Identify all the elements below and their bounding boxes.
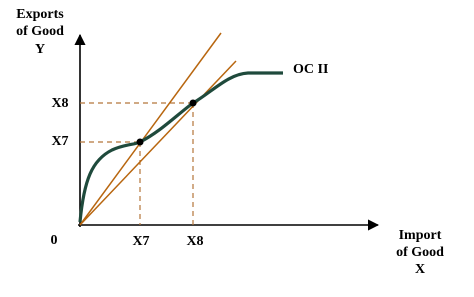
guide-lines [80,102,194,225]
x-tick-label: X7 [132,234,149,249]
x-tick-label: X8 [186,234,203,249]
y-axis-label: of Good [16,24,64,39]
equilibrium-point [136,138,144,146]
y-tick-label: X7 [51,134,68,149]
terms-of-trade-ray [79,60,237,226]
origin-label: 0 [51,233,58,248]
y-axis-label: Y [35,42,45,57]
terms-of-trade-ray [79,32,222,226]
curve-label: OC II [293,62,328,77]
x-axis-label: Import [399,228,442,243]
x-axis-label: of Good [396,245,444,260]
y-axis-label: Exports [16,7,64,22]
equilibrium-point [189,99,197,107]
x-axis-label: X [415,262,425,277]
y-tick-label: X8 [51,96,68,111]
offer-curve [78,71,283,223]
